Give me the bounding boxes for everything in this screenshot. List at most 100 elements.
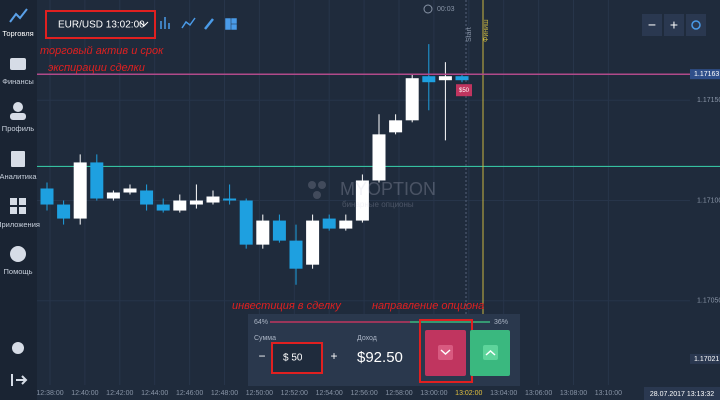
candle-body	[73, 162, 87, 219]
put-share: 64%	[254, 319, 268, 326]
nav-label[interactable]: Приложения	[0, 220, 40, 229]
time-tick-label: 12:50:00	[246, 390, 273, 397]
icon-exit[interactable]	[11, 374, 28, 386]
candle-body	[189, 200, 203, 205]
time-tick-label: 12:54:00	[316, 390, 343, 397]
nav-label[interactable]: Аналитика	[0, 172, 37, 181]
candle-body	[389, 120, 403, 133]
zoom-reset[interactable]	[686, 14, 706, 36]
current-price-box	[690, 69, 720, 80]
icon-trade[interactable]	[9, 8, 28, 23]
clock-box	[644, 387, 720, 400]
tool-layout[interactable]	[231, 18, 237, 24]
price-tick-label: 1.17100	[697, 197, 720, 204]
candle-body	[289, 240, 303, 269]
icon-apps[interactable]	[19, 207, 26, 214]
candle-body	[339, 220, 353, 229]
time-tick-label: 12:40:00	[71, 390, 98, 397]
tool-layout[interactable]	[231, 24, 237, 30]
call-icon-bg	[483, 345, 498, 360]
icon-profile[interactable]	[13, 102, 23, 112]
nav-label[interactable]: Профиль	[2, 124, 34, 133]
logo-dot	[313, 191, 321, 199]
chart-area: 12:38:00 12:40:00 12:42:00 12:44:00 12:46:00…	[36, 0, 720, 400]
payout-label: Доход	[357, 335, 377, 342]
lower-price-box	[690, 353, 720, 364]
watermark-brand: MYOPTION	[340, 179, 436, 199]
logo-dot	[318, 181, 326, 189]
candle-body	[173, 200, 187, 211]
time-tick-label: 13:02:00	[455, 390, 482, 397]
tool-draw[interactable]	[204, 18, 214, 30]
icon-apps[interactable]	[19, 198, 26, 205]
candle-body	[422, 76, 436, 83]
toolbar	[160, 17, 237, 30]
time-tick-label: 12:48:00	[211, 390, 238, 397]
candle-body	[372, 134, 386, 181]
finish-label: Финиш	[483, 19, 490, 42]
candle-body	[455, 76, 469, 81]
amount-input[interactable]	[271, 342, 323, 374]
amount-minus[interactable]: −	[258, 349, 265, 363]
tool-layout[interactable]	[225, 18, 231, 30]
sidebar-icons	[9, 8, 28, 386]
logo-dot	[308, 181, 316, 189]
time-tick-label: 12:52:00	[281, 390, 308, 397]
icon-apps[interactable]	[10, 207, 17, 214]
nav-label[interactable]: Помощь	[4, 267, 33, 276]
candle-body	[322, 218, 336, 229]
time-tick-label: 12:58:00	[385, 390, 412, 397]
watermark: MYOPTION бинарные опционы	[308, 179, 436, 209]
nav-label[interactable]: Торговля	[2, 29, 33, 38]
candle-body	[57, 204, 71, 219]
icon-apps[interactable]	[10, 198, 17, 205]
icon-help[interactable]	[10, 246, 26, 262]
candle-body	[206, 196, 220, 203]
put-icon-bg	[438, 345, 453, 360]
candle-body	[156, 204, 170, 211]
time-tick-label: 13:06:00	[525, 390, 552, 397]
icon-settings[interactable]	[12, 342, 24, 354]
price-tick-label: 1.17050	[697, 298, 720, 305]
zoom-out-label: −	[648, 17, 656, 33]
candle-body	[239, 200, 253, 245]
candle-body	[355, 180, 369, 221]
icon-analytics[interactable]	[11, 151, 25, 167]
bet-badge	[456, 84, 472, 97]
current-price-label: 1.17163	[694, 71, 719, 78]
asset-label[interactable]: EUR/USD 13:02:00	[58, 20, 145, 31]
candle-body	[90, 162, 104, 199]
dropdown-arrow	[139, 21, 149, 27]
time-tick-label: 12:46:00	[176, 390, 203, 397]
zoom-in-label: +	[670, 17, 678, 33]
icon-profile[interactable]	[10, 113, 26, 120]
time-tick-label: 13:08:00	[560, 390, 587, 397]
time-tick-label: 12:56:00	[350, 390, 377, 397]
zoom-out[interactable]	[642, 14, 662, 36]
candle-body	[40, 188, 54, 205]
asset-selector[interactable]	[45, 10, 156, 39]
amount-value[interactable]: $ 50	[283, 353, 303, 364]
call-share: 36%	[494, 319, 508, 326]
nav-label[interactable]: Финансы	[2, 77, 34, 86]
tool-chart-type[interactable]	[160, 17, 170, 29]
start-label: Start	[466, 27, 473, 42]
annotation: инвестиция в сделку	[232, 300, 342, 312]
payout-value: $92.50	[357, 349, 403, 366]
time-tick-label: 13:10:00	[595, 390, 622, 397]
watermark-tagline: бинарные опционы	[342, 200, 414, 209]
zoom-reset-icon	[691, 20, 701, 30]
tool-indicators[interactable]	[181, 17, 196, 29]
time-tick-label: 12:38:00	[36, 390, 63, 397]
candle-body	[123, 188, 137, 193]
candle-body	[256, 220, 270, 245]
amount-plus[interactable]: +	[330, 349, 337, 363]
candle-body	[106, 192, 120, 199]
candle-body	[306, 220, 320, 265]
lower-price-label: 1.17021	[694, 356, 719, 363]
icon-finance[interactable]	[10, 58, 26, 70]
zoom-in[interactable]	[664, 14, 684, 36]
bet-badge-label: $50	[459, 88, 470, 94]
candle-body	[272, 220, 286, 241]
